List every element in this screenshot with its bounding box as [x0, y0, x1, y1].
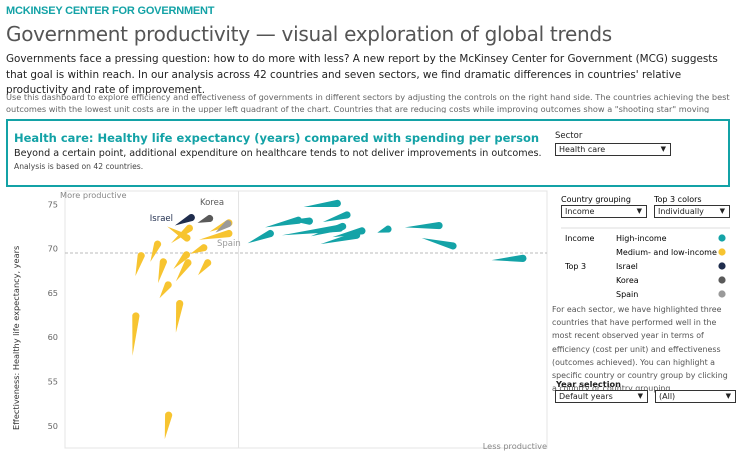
shooting-star-mark[interactable] [175, 299, 184, 333]
chevron-down-icon: ▼ [660, 145, 666, 153]
legend-item-label: Israel [616, 262, 638, 271]
shooting-star-mark[interactable] [404, 221, 443, 230]
brand-title: MCKINSEY CENTER FOR GOVERNMENT [6, 5, 215, 17]
annotation-layer: Israel Korea Spain [150, 198, 241, 249]
shooting-star-mark[interactable] [215, 220, 232, 233]
summary-heading: Health care: Healthy life expectancy (ye… [14, 131, 540, 145]
top3-colors-label: Top 3 colors [653, 195, 702, 204]
country-annotation: Korea [200, 198, 224, 208]
shooting-star-mark[interactable] [332, 227, 366, 238]
sector-dropdown-value: Health care [559, 145, 606, 154]
country-annotation: Spain [217, 239, 241, 249]
shooting-star-mark[interactable] [164, 411, 173, 440]
star-layer [132, 199, 527, 440]
corner-label-less-productive: Less productive [483, 441, 547, 451]
summary-note: Analysis is based on 42 countries. [14, 162, 144, 171]
y-tick-label: 75 [48, 199, 58, 209]
y-tick-layer: 50 55 60 65 70 75 [48, 199, 58, 431]
shooting-star-mark[interactable] [132, 312, 140, 356]
shooting-star-mark[interactable] [198, 259, 212, 276]
shooting-star-mark[interactable] [491, 254, 527, 262]
y-tick-label: 50 [48, 421, 58, 431]
year-selection-value: Default years [559, 392, 613, 401]
legend-swatch [718, 262, 726, 270]
summary-box: Health care: Healthy life expectancy (ye… [6, 119, 730, 187]
plot-frame [64, 190, 548, 449]
legend-swatch [718, 234, 726, 242]
shooting-star-mark[interactable] [265, 216, 302, 228]
legend-item-label: Spain [616, 290, 638, 299]
legend-swatch [718, 276, 726, 284]
shooting-star-mark[interactable] [303, 199, 341, 207]
shooting-star-mark[interactable] [159, 281, 172, 299]
shooting-star-mark[interactable] [289, 217, 313, 225]
country-grouping-value: Income [565, 207, 595, 216]
shooting-star-mark[interactable] [135, 252, 145, 277]
shooting-star-mark[interactable] [173, 251, 191, 269]
sector-description: For each sector, we have highlighted thr… [552, 305, 728, 394]
y-tick-label: 70 [48, 244, 58, 254]
year-filter-value: (All) [659, 392, 676, 401]
shooting-star-mark[interactable] [377, 225, 392, 233]
shooting-star-mark[interactable] [310, 222, 347, 237]
legend-swatch [718, 248, 726, 256]
legend-items: High-income Medium- and low-income Israel K… [616, 234, 726, 299]
y-axis-label: Effectiveness: Healthy life expectancy, … [11, 246, 21, 430]
year-selection-label: Year selection [556, 379, 621, 389]
shooting-star-mark[interactable] [198, 229, 233, 240]
sector-dropdown[interactable]: Health care ▼ [555, 143, 671, 156]
shooting-star-mark[interactable] [158, 258, 167, 284]
y-tick-label: 60 [48, 332, 58, 342]
chevron-down-icon: ▼ [725, 392, 731, 400]
shooting-star-mark[interactable] [167, 226, 191, 242]
chevron-down-icon: ▼ [636, 207, 642, 215]
shooting-star-mark[interactable] [421, 237, 457, 250]
shooting-star-mark[interactable] [174, 213, 195, 226]
legend-income-heading: Income [565, 234, 595, 243]
top3-colors-value: Individually [658, 207, 704, 216]
shooting-star-mark[interactable] [171, 224, 193, 244]
legend-item-label: Korea [616, 276, 639, 285]
instructions-text: Use this dashboard to explore efficiency… [6, 92, 730, 113]
legend-top3-heading: Top 3 [564, 262, 586, 271]
year-selection-dropdown[interactable]: Default years ▼ [555, 390, 648, 403]
corner-label-more-productive: More productive [60, 190, 127, 200]
chevron-down-icon: ▼ [719, 207, 725, 215]
summary-subheading: Beyond a certain point, additional expen… [14, 148, 542, 159]
legend-swatch [718, 290, 726, 298]
year-filter-dropdown[interactable]: (All) ▼ [655, 390, 736, 403]
shooting-star-mark[interactable] [150, 240, 162, 262]
shooting-star-mark[interactable] [197, 214, 214, 223]
sector-label: Sector [555, 131, 583, 141]
y-tick-label: 65 [48, 288, 58, 298]
legend-item-label: High-income [616, 234, 667, 243]
country-grouping-dropdown[interactable]: Income ▼ [561, 205, 647, 218]
page-title: Government productivity — visual explora… [6, 22, 612, 46]
country-grouping-label: Country grouping [561, 195, 631, 204]
chevron-down-icon: ▼ [637, 392, 643, 400]
shooting-star-mark[interactable] [175, 259, 192, 282]
legend-item-label: Medium- and low-income [616, 248, 717, 257]
shooting-star-mark[interactable] [190, 244, 208, 254]
shooting-star-mark[interactable] [322, 211, 351, 223]
shooting-star-mark[interactable] [247, 229, 274, 244]
intro-text: Governments face a pressing question: ho… [6, 53, 718, 96]
grid-layer [64, 190, 548, 449]
y-tick-label: 55 [48, 377, 58, 387]
shooting-star-mark[interactable] [281, 224, 344, 236]
scatter-chart: 50 55 60 65 70 75 Israel Korea Spain More produ… [11, 190, 548, 451]
country-annotation: Israel [150, 214, 173, 224]
top3-colors-dropdown[interactable]: Individually ▼ [654, 205, 730, 218]
